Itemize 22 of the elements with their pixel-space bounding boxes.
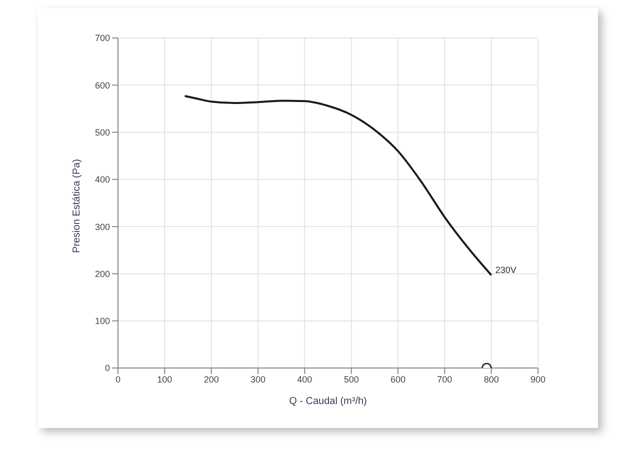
y-tick-label: 500 [94,127,110,138]
y-tick-label: 700 [94,33,110,44]
x-tick-label: 500 [344,374,359,384]
series-label: 230V [495,265,516,276]
y-tick-label: 200 [94,268,110,279]
x-axis-title: Q - Caudal (m³/h) [289,396,367,407]
y-tick-label: 100 [94,316,110,326]
y-tick-label: 600 [94,80,110,90]
y-tick-label: 300 [94,222,110,232]
y-axis-title: Presion Estática (Pa) [72,159,83,253]
x-tick-label: 0 [115,374,121,384]
x-tick-label: 600 [390,374,406,384]
x-tick-label: 800 [484,374,499,384]
x-tick-label: 200 [204,374,219,384]
x-tick-label: 400 [297,374,312,384]
line-series [184,94,492,276]
y-tick-label: 400 [94,174,110,185]
y-tick-label: 0 [104,363,110,374]
x-tick-label: 900 [530,374,546,384]
x-tick-label: 100 [157,374,172,384]
x-tick-label: 700 [437,374,452,384]
x-tick-label: 300 [250,374,266,384]
